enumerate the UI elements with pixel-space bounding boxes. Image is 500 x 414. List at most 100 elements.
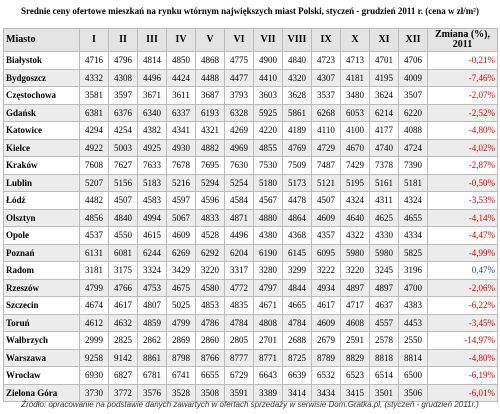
price-cell: 4700 [398, 278, 428, 297]
price-cell: 3245 [369, 261, 399, 280]
city-cell: Radom [3, 261, 80, 280]
price-cell: 3624 [369, 86, 399, 105]
column-header: III [137, 28, 167, 52]
table-row: Szczecin 4674 4617 4807 5025 4853 4835 4671 4665… [3, 296, 498, 315]
price-cell: 4797 [253, 278, 283, 297]
price-cell: 4478 [282, 191, 312, 210]
price-cell: 8829 [340, 348, 370, 367]
table-row: Kielce 4922 5003 4925 4930 4882 4969 4855 4769 47… [3, 138, 498, 157]
price-cell: 6781 [137, 366, 167, 385]
change-cell: -2,52% [427, 103, 498, 122]
price-cell: 6523 [340, 366, 370, 385]
price-cell: 9258 [79, 348, 109, 367]
price-cell: 6292 [195, 243, 225, 262]
price-cell: 4855 [253, 138, 283, 157]
price-cell: 6639 [282, 366, 312, 385]
price-cell: 4567 [253, 191, 283, 210]
price-cell: 4330 [369, 226, 399, 245]
table-row: Olsztyn 4856 4840 4994 5067 4833 4871 4880 4864 4… [3, 208, 498, 227]
price-cell: 4625 [369, 208, 399, 227]
price-cell: 3603 [253, 86, 283, 105]
price-cell: 3480 [340, 86, 370, 105]
price-cell: 4859 [137, 313, 167, 332]
price-cell: 3317 [224, 261, 254, 280]
change-cell: -2,07% [427, 86, 498, 105]
price-cell: 4550 [108, 226, 138, 245]
price-cell: 3220 [195, 261, 225, 280]
price-cell: 6328 [224, 103, 254, 122]
price-cell: 4189 [282, 121, 312, 140]
price-cell: 6340 [137, 103, 167, 122]
column-header: IV [166, 28, 196, 52]
change-cell: -6,19% [427, 366, 498, 385]
price-cell: 6244 [137, 243, 167, 262]
price-cell: 4713 [340, 51, 370, 70]
price-cell: 6741 [166, 366, 196, 385]
price-cell: 3507 [398, 86, 428, 105]
price-cell: 4868 [195, 51, 225, 70]
city-cell: Warszawa [3, 348, 80, 367]
price-cell: 8766 [195, 348, 225, 367]
price-cell: 6145 [282, 243, 312, 262]
price-cell: 4632 [108, 313, 138, 332]
price-cell: 4410 [253, 68, 283, 87]
price-cell: 6729 [224, 366, 254, 385]
table-row: Toruń 4612 4632 4859 4799 4786 4784 4808 4784 460… [3, 313, 498, 332]
price-cell: 7630 [224, 156, 254, 175]
price-cell: 8771 [253, 348, 283, 367]
price-cell: 4717 [340, 296, 370, 315]
price-cell: 6827 [108, 366, 138, 385]
price-cell: 4580 [195, 278, 225, 297]
price-cell: 6053 [340, 103, 370, 122]
table-row: Zielona Góra 3730 3772 3576 3528 3508 3591 3389… [3, 383, 498, 402]
column-header: XII [398, 28, 428, 52]
price-cell: 4674 [79, 296, 109, 315]
price-cell: 5156 [108, 173, 138, 192]
column-header: V [195, 28, 225, 52]
price-cell: 4871 [224, 208, 254, 227]
price-cell: 3581 [79, 86, 109, 105]
price-cell: 4009 [398, 68, 428, 87]
price-cell: 5825 [398, 243, 428, 262]
price-cell: 3324 [137, 261, 167, 280]
price-cell: 7390 [398, 156, 428, 175]
table-row: Wałbrzych 2999 2825 2862 2869 2860 2805 2701 268… [3, 331, 498, 350]
price-cell: 4368 [282, 226, 312, 245]
price-cell: 8861 [137, 348, 167, 367]
price-cell: 4655 [398, 208, 428, 227]
table-row: Gdańsk 6381 6376 6340 6337 6193 6328 5925 5861 62… [3, 103, 498, 122]
price-cell: 4424 [166, 68, 196, 87]
price-cell: 4177 [369, 121, 399, 140]
price-cell: 4528 [195, 226, 225, 245]
city-cell: Szczecin [3, 296, 80, 315]
price-cell: 4969 [224, 138, 254, 157]
change-cell: -3,53% [427, 191, 498, 210]
price-cell: 3597 [108, 86, 138, 105]
price-cell: 4753 [137, 278, 167, 297]
price-cell: 4537 [79, 226, 109, 245]
price-cell: 4482 [79, 191, 109, 210]
price-cell: 4617 [108, 296, 138, 315]
price-cell: 6337 [166, 103, 196, 122]
price-cell: 3730 [79, 383, 109, 402]
price-cell: 4840 [108, 208, 138, 227]
city-cell: Lublin [3, 173, 80, 192]
city-cell: Katowice [3, 121, 80, 140]
price-cell: 4930 [166, 138, 196, 157]
price-cell: 7633 [137, 156, 167, 175]
column-header: IX [311, 28, 341, 52]
price-cell: 3389 [253, 383, 283, 402]
city-cell: Wałbrzych [3, 331, 80, 350]
price-cell: 6376 [108, 103, 138, 122]
column-header: II [108, 28, 138, 52]
price-cell: 4853 [195, 296, 225, 315]
price-cell: 4321 [195, 121, 225, 140]
price-cell: 4254 [108, 121, 138, 140]
price-cell: 4557 [369, 313, 399, 332]
price-cell: 5195 [340, 173, 370, 192]
price-cell: 4856 [79, 208, 109, 227]
price-cell: 4844 [282, 278, 312, 297]
city-cell: Gdańsk [3, 103, 80, 122]
price-cell: 4814 [137, 51, 167, 70]
